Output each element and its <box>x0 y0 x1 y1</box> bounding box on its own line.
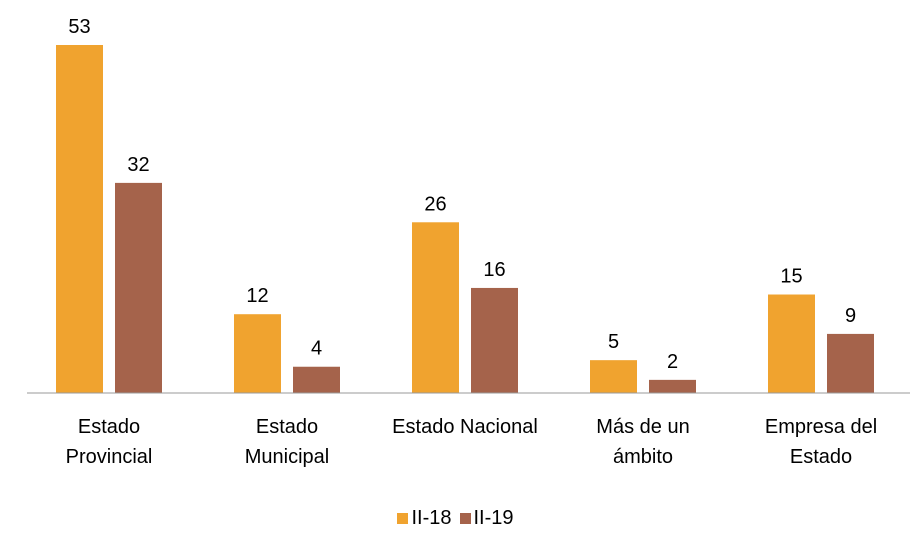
bar <box>649 379 696 393</box>
bar <box>56 45 103 393</box>
bar <box>115 182 162 393</box>
bar <box>768 294 815 393</box>
legend-label: II-19 <box>473 507 514 529</box>
bar <box>234 314 281 393</box>
legend-swatch <box>397 513 409 524</box>
bar <box>827 333 874 393</box>
legend-item: II-19 <box>459 507 514 530</box>
data-label: 15 <box>780 266 802 288</box>
bar <box>293 366 340 393</box>
data-label: 9 <box>845 305 856 327</box>
bar <box>471 287 518 393</box>
x-tick-label: Estado Nacional <box>392 416 538 438</box>
data-label: 12 <box>246 285 268 307</box>
x-tick-label: Empresa del Estado <box>764 416 878 468</box>
data-label: 53 <box>68 16 90 38</box>
data-label: 16 <box>483 259 505 281</box>
x-tick-label: Más de un ámbito <box>596 416 690 468</box>
legend-item: II-18 <box>397 507 452 530</box>
data-label: 26 <box>424 193 446 215</box>
data-label: 32 <box>127 154 149 176</box>
legend-label: II-18 <box>411 507 452 529</box>
x-tick-label: Estado Provincial <box>65 416 153 468</box>
bar <box>590 360 637 393</box>
x-tick-label: Estado Municipal <box>244 416 330 468</box>
legend-swatch <box>459 513 471 524</box>
data-label: 4 <box>311 338 322 360</box>
data-label: 5 <box>608 331 619 353</box>
legend: II-18 II-19 <box>0 507 911 530</box>
data-label: 2 <box>667 351 678 373</box>
bar <box>412 222 459 393</box>
